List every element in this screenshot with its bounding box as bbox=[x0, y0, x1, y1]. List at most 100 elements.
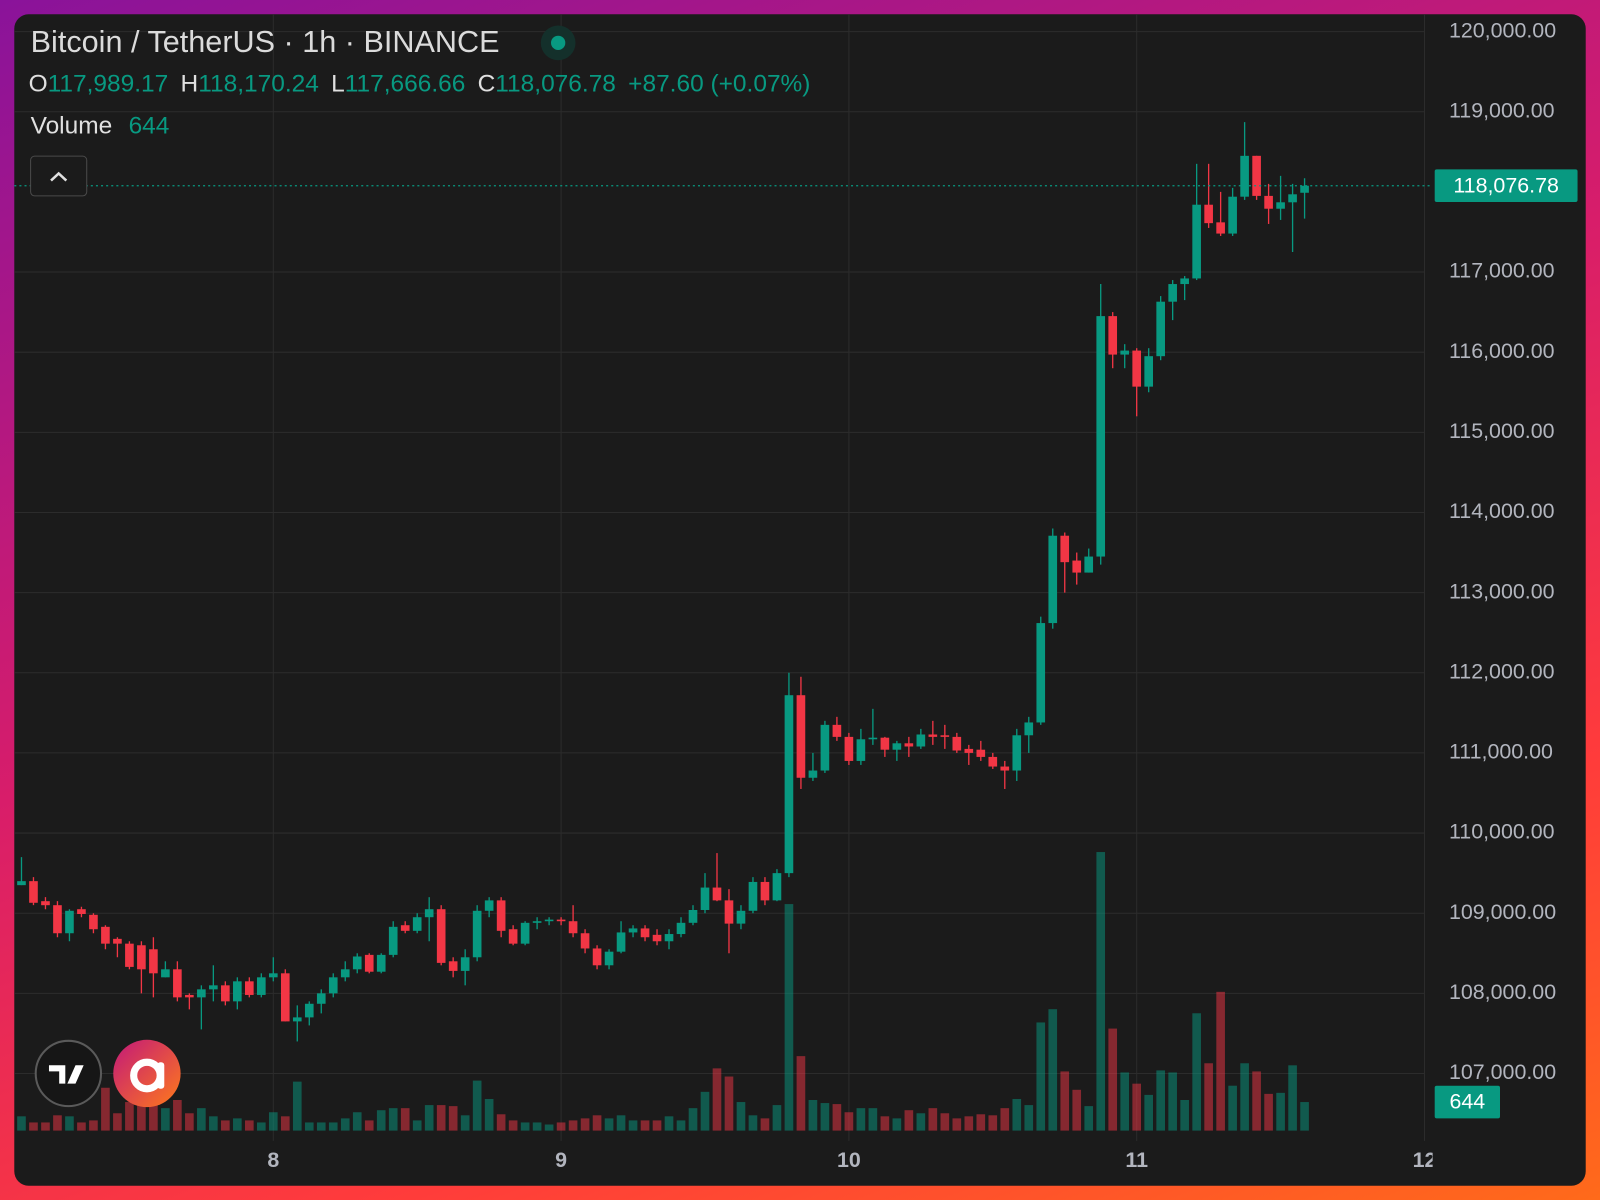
volume-bar bbox=[880, 1116, 890, 1131]
volume-bar bbox=[400, 1108, 410, 1131]
volume-bar bbox=[844, 1112, 854, 1131]
candle-body bbox=[412, 917, 422, 931]
y-tick-label: 120,000.00 bbox=[1449, 18, 1556, 42]
volume-bar bbox=[53, 1115, 62, 1131]
volume-bar bbox=[928, 1108, 938, 1131]
candle-body bbox=[916, 734, 926, 747]
volume-bar bbox=[316, 1122, 326, 1131]
volume-bar bbox=[197, 1108, 206, 1131]
volume-bar bbox=[280, 1116, 290, 1131]
volume-bar bbox=[952, 1118, 962, 1131]
y-tick-label: 107,000.00 bbox=[1449, 1060, 1556, 1084]
y-tick-label: 116,000.00 bbox=[1449, 339, 1555, 363]
volume-bar bbox=[89, 1120, 98, 1131]
candle-body bbox=[952, 736, 962, 751]
volume-bar bbox=[592, 1115, 602, 1131]
candle-body bbox=[424, 909, 434, 918]
candle-body bbox=[868, 737, 878, 740]
candle-body bbox=[640, 928, 650, 938]
candle-body bbox=[364, 954, 374, 972]
candle-body bbox=[1180, 278, 1189, 285]
candle-body bbox=[304, 1003, 314, 1018]
volume-bar bbox=[41, 1122, 50, 1131]
volume-bar bbox=[772, 1105, 782, 1131]
candle-body bbox=[1120, 350, 1130, 355]
candle-body bbox=[1000, 766, 1010, 771]
panel bbox=[14, 14, 1586, 1186]
candle-body bbox=[328, 977, 338, 994]
x-axis-labels: 8 9 10 11 12 bbox=[267, 1148, 1432, 1172]
volume-bar bbox=[1168, 1072, 1177, 1131]
volume-bar bbox=[532, 1122, 542, 1131]
candle-body bbox=[472, 910, 482, 958]
volume-legend: Volume 644 bbox=[31, 113, 170, 140]
candle-body bbox=[1204, 204, 1213, 224]
candle-body bbox=[940, 735, 950, 737]
candle-body bbox=[400, 925, 410, 931]
volume-bar bbox=[496, 1114, 506, 1131]
candle-body bbox=[856, 739, 866, 761]
tv-logo[interactable] bbox=[34, 1039, 103, 1108]
volume-bar bbox=[1144, 1094, 1154, 1131]
candle-body bbox=[760, 881, 770, 901]
y-tick-label: 108,000.00 bbox=[1449, 980, 1556, 1004]
candle-body bbox=[1276, 202, 1285, 209]
candle-body bbox=[1300, 185, 1309, 193]
candle-body bbox=[316, 993, 326, 1004]
candle-body bbox=[520, 922, 530, 944]
volume-bar bbox=[1084, 1106, 1094, 1131]
candle-body bbox=[1240, 155, 1249, 197]
candle-body bbox=[772, 873, 782, 901]
app-logo[interactable] bbox=[113, 1039, 181, 1108]
volume-bar bbox=[1288, 1065, 1297, 1131]
candle-body bbox=[976, 749, 986, 757]
candle-body bbox=[137, 945, 146, 970]
y-tick-label: 115,000.00 bbox=[1449, 419, 1555, 443]
tv-logo-glyph bbox=[48, 1065, 84, 1084]
volume-bar bbox=[113, 1113, 122, 1131]
volume-bar bbox=[352, 1112, 362, 1131]
volume-bar bbox=[676, 1120, 686, 1131]
candle-body bbox=[1288, 194, 1297, 203]
candle-body bbox=[65, 910, 74, 934]
collapse-button[interactable] bbox=[30, 155, 88, 197]
candle-body bbox=[388, 926, 398, 955]
volume-bar bbox=[1276, 1092, 1285, 1131]
volume-bar bbox=[149, 1105, 158, 1131]
candle-body bbox=[676, 922, 686, 935]
candle-body bbox=[292, 1017, 302, 1022]
candle-body bbox=[1264, 195, 1273, 209]
candle-body bbox=[197, 989, 206, 998]
volume-bar bbox=[328, 1122, 338, 1131]
volume-bar bbox=[520, 1122, 530, 1131]
chart-title: Bitcoin / TetherUS · 1h · BINANCE bbox=[31, 25, 500, 59]
volume-bar bbox=[1300, 1102, 1309, 1131]
candle-body bbox=[448, 961, 458, 971]
candle-body bbox=[53, 905, 62, 934]
candle-body bbox=[880, 737, 890, 750]
candle-body bbox=[808, 770, 818, 778]
candle-body bbox=[209, 985, 218, 990]
volume-bar bbox=[137, 1100, 146, 1131]
volume-bar bbox=[1096, 852, 1106, 1131]
collapse-icon bbox=[50, 171, 68, 182]
volume-bar bbox=[940, 1113, 950, 1131]
volume-bar bbox=[604, 1118, 614, 1131]
candle-body bbox=[41, 901, 50, 906]
volume-bar bbox=[760, 1118, 770, 1131]
volume-bar bbox=[388, 1108, 398, 1131]
candle-body bbox=[1216, 222, 1225, 234]
candle-body bbox=[508, 929, 518, 944]
legend-value: 117,666.66 bbox=[345, 71, 466, 98]
candle-body bbox=[1132, 350, 1142, 387]
volume-bar bbox=[364, 1120, 374, 1131]
volume-bar bbox=[688, 1108, 698, 1131]
candle-body bbox=[1108, 316, 1118, 355]
volume-bar bbox=[1048, 1009, 1058, 1131]
candle-body bbox=[796, 695, 806, 778]
volume-bar bbox=[29, 1122, 38, 1131]
candle-body bbox=[221, 985, 230, 1002]
candle-body bbox=[892, 743, 902, 750]
y-tick-label: 113,000.00 bbox=[1449, 579, 1555, 603]
y-tick-label: 117,000.00 bbox=[1449, 259, 1555, 283]
